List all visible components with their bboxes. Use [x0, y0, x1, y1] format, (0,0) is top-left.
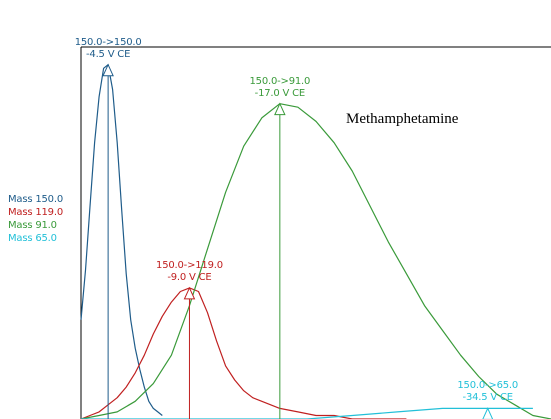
- chart-legend: Mass 150.0 Mass 119.0 Mass 91.0 Mass 65.…: [8, 193, 63, 245]
- peak-markers: [102, 63, 494, 419]
- peak-label-150-65: 150.0->65.0 -34.5 V CE: [457, 380, 518, 404]
- peak-transition: 150.0->150.0: [74, 36, 142, 48]
- peak-collision-energy: -4.5 V CE: [86, 48, 131, 60]
- peak-label-150-91: 150.0->91.0 -17.0 V CE: [250, 76, 311, 100]
- chart-traces: [80, 64, 551, 419]
- trace-mass-65-0: [81, 407, 533, 419]
- legend-entry-mass-150: Mass 150.0: [8, 194, 63, 205]
- peak-transition: 150.0->91.0: [249, 75, 311, 87]
- peak-marker-triangle: [102, 63, 114, 77]
- compound-name: Methamphetamine: [346, 111, 459, 127]
- peak-collision-energy: -9.0 V CE: [167, 271, 212, 283]
- peak-transition: 150.0->65.0: [457, 380, 519, 392]
- peak-collision-energy: -34.5 V CE: [462, 392, 514, 404]
- legend-entry-mass-119: Mass 119.0: [8, 207, 63, 218]
- peak-transition: 150.0->119.0: [156, 259, 223, 271]
- peak-marker-triangle: [183, 286, 196, 300]
- peak-marker-triangle: [482, 407, 494, 419]
- legend-entry-mass-65: Mass 65.0: [8, 233, 57, 244]
- peak-collision-energy: -17.0 V CE: [254, 87, 306, 99]
- trace-mass-119-0: [80, 287, 407, 419]
- peak-label-150-119: 150.0->119.0 -9.0 V CE: [156, 260, 223, 284]
- trace-mass-91-0: [80, 103, 551, 419]
- chart-axes: [80, 46, 551, 419]
- peak-marker-triangle: [274, 102, 286, 116]
- legend-entry-mass-91: Mass 91.0: [8, 220, 57, 231]
- trace-mass-150-0: [80, 64, 163, 416]
- peak-label-150-150: 150.0->150.0 -4.5 V CE: [75, 37, 142, 61]
